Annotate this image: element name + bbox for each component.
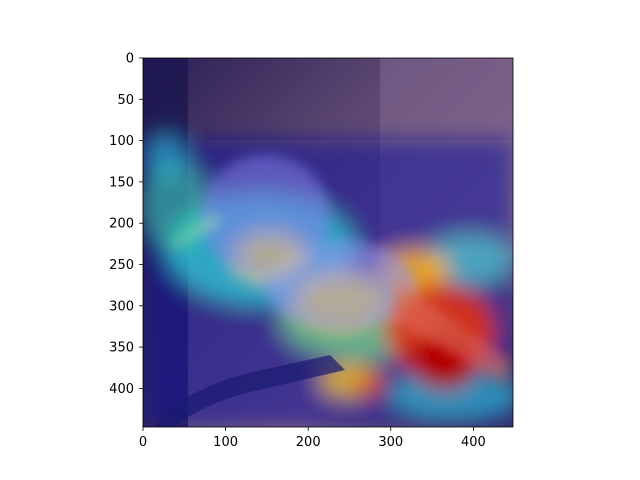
y-tick-label: 150 (109, 175, 134, 190)
x-tick-label: 200 (296, 435, 321, 450)
x-axis: 0 100 200 300 400 (139, 427, 486, 450)
y-axis: 0 50 100 150 200 250 300 350 400 (109, 52, 143, 397)
x-tick-label: 300 (378, 435, 403, 450)
y-tick-label: 50 (117, 93, 134, 108)
x-tick-label: 0 (139, 435, 147, 450)
y-tick-label: 350 (109, 341, 134, 356)
axes-frame (142, 57, 514, 428)
x-tick-label: 400 (461, 435, 486, 450)
x-tick-label: 100 (213, 435, 238, 450)
y-tick-label: 400 (109, 382, 134, 397)
heatmap-image (143, 58, 513, 427)
y-tick-label: 250 (109, 258, 134, 273)
y-tick-label: 100 (109, 134, 134, 149)
y-tick-label: 300 (109, 299, 134, 314)
y-tick-label: 0 (126, 52, 134, 67)
y-tick-label: 200 (109, 217, 134, 232)
